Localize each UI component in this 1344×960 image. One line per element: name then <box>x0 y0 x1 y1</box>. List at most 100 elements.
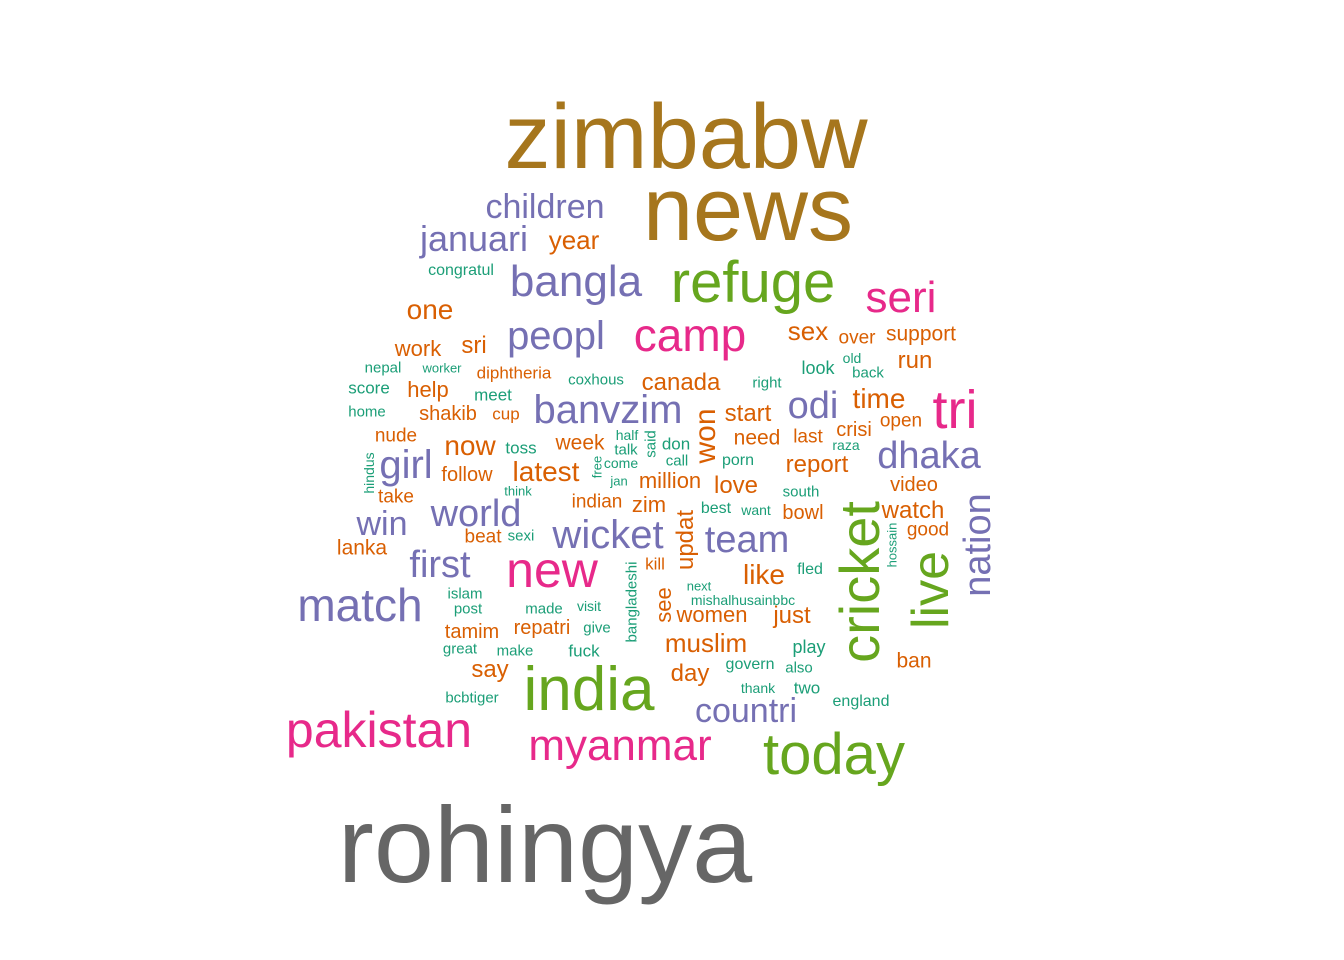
word-kill: kill <box>645 554 665 574</box>
word-shakib: shakib <box>419 403 477 425</box>
word-match: match <box>297 579 423 631</box>
word-coxhous: coxhous <box>568 371 624 389</box>
word-today: today <box>763 722 905 787</box>
word-free: free <box>589 455 605 479</box>
word-play: play <box>792 637 826 657</box>
word-worker: worker <box>422 360 462 376</box>
word-year: year <box>548 225 600 255</box>
word-two: two <box>793 678 821 698</box>
word-week: week <box>555 431 605 455</box>
word-back: back <box>852 364 884 382</box>
word-tamim: tamim <box>444 621 500 643</box>
word-visit: visit <box>576 598 602 614</box>
word-time: time <box>852 383 906 414</box>
word-take: take <box>378 486 414 508</box>
word-jan: jan <box>610 473 628 489</box>
word-score: score <box>348 378 390 398</box>
word-open: open <box>879 410 923 432</box>
word-cup: cup <box>492 404 520 424</box>
word-right: right <box>752 374 782 392</box>
word-help: help <box>407 377 449 402</box>
word-over: over <box>838 327 876 349</box>
word-sexi: sexi <box>507 527 535 545</box>
word-won: won <box>689 408 722 464</box>
word-post: post <box>453 600 483 618</box>
word-report: report <box>785 451 849 478</box>
word-bcbtiger: bcbtiger <box>445 689 499 707</box>
word-south: south <box>782 483 820 501</box>
word-govern: govern <box>725 656 775 673</box>
word-million: million <box>638 468 702 493</box>
word-run: run <box>897 347 933 374</box>
word-canada: canada <box>641 369 721 396</box>
word-love: love <box>713 472 759 499</box>
word-great: great <box>442 640 478 658</box>
word-world: world <box>430 493 522 535</box>
word-zim: zim <box>631 492 667 517</box>
word-cricket: cricket <box>828 501 891 663</box>
word-ban: ban <box>896 649 932 673</box>
word-day: day <box>670 660 710 687</box>
word-pakistan: pakistan <box>285 702 473 758</box>
word-just: just <box>773 602 811 629</box>
word-tri: tri <box>932 380 978 440</box>
word-islam: islam <box>447 585 483 603</box>
word-congratul: congratul <box>428 262 494 279</box>
word-camp: camp <box>633 309 747 361</box>
word-work: work <box>394 336 442 361</box>
word-bangla: bangla <box>509 257 643 306</box>
word-fled: fled <box>797 561 823 578</box>
word-thank: thank <box>740 680 776 696</box>
word-support: support <box>885 322 957 346</box>
word-diphtheria: diphtheria <box>476 363 552 383</box>
word-don: don <box>661 434 691 454</box>
word-like: like <box>742 559 786 590</box>
word-sri: sri <box>461 332 487 359</box>
word-januari: januari <box>419 218 529 259</box>
word-make: make <box>496 642 534 660</box>
word-made: made <box>525 600 563 618</box>
word-hossain: hossain <box>884 522 900 568</box>
word-good: good <box>906 519 950 541</box>
word-peopl: peopl <box>507 314 605 358</box>
word-first: first <box>409 544 471 586</box>
word-crisi: crisi <box>836 419 872 441</box>
word-look: look <box>801 358 835 378</box>
word-bangladeshi: bangladeshi <box>623 561 641 643</box>
word-now: now <box>444 430 496 461</box>
word-say: say <box>471 656 509 683</box>
word-raza: raza <box>832 437 860 453</box>
word-porn: porn <box>721 452 755 469</box>
word-bowl: bowl <box>782 502 824 524</box>
word-follow: follow <box>441 464 493 486</box>
word-hindus: hindus <box>361 452 377 494</box>
word-nation: nation <box>957 493 999 597</box>
word-watch: watch <box>881 497 945 524</box>
word-start: start <box>724 400 772 427</box>
word-repatri: repatri <box>513 617 571 639</box>
word-news: news <box>642 160 854 260</box>
word-said: said <box>642 430 660 458</box>
word-seri: seri <box>865 273 937 322</box>
word-nepal: nepal <box>364 359 402 377</box>
word-nude: nude <box>374 425 418 447</box>
word-india: india <box>523 655 655 724</box>
word-updat: updat <box>672 509 699 571</box>
word-mishalhusainbbc: mishalhusainbbc <box>690 592 796 608</box>
word-women: women <box>676 602 748 627</box>
word-think: think <box>504 483 532 499</box>
word-one: one <box>406 294 454 325</box>
word-fuck: fuck <box>568 641 600 661</box>
word-muslim: muslim <box>664 628 748 658</box>
word-zimbabw: zimbabw <box>504 86 868 188</box>
word-also: also <box>785 659 813 677</box>
word-talk: talk <box>614 441 638 459</box>
word-beat: beat <box>464 526 502 548</box>
word-best: best <box>700 500 732 517</box>
word-old: old <box>842 350 862 366</box>
word-video: video <box>890 474 938 496</box>
word-need: need <box>733 426 781 450</box>
word-latest: latest <box>512 456 580 487</box>
word-half: half <box>615 427 639 443</box>
